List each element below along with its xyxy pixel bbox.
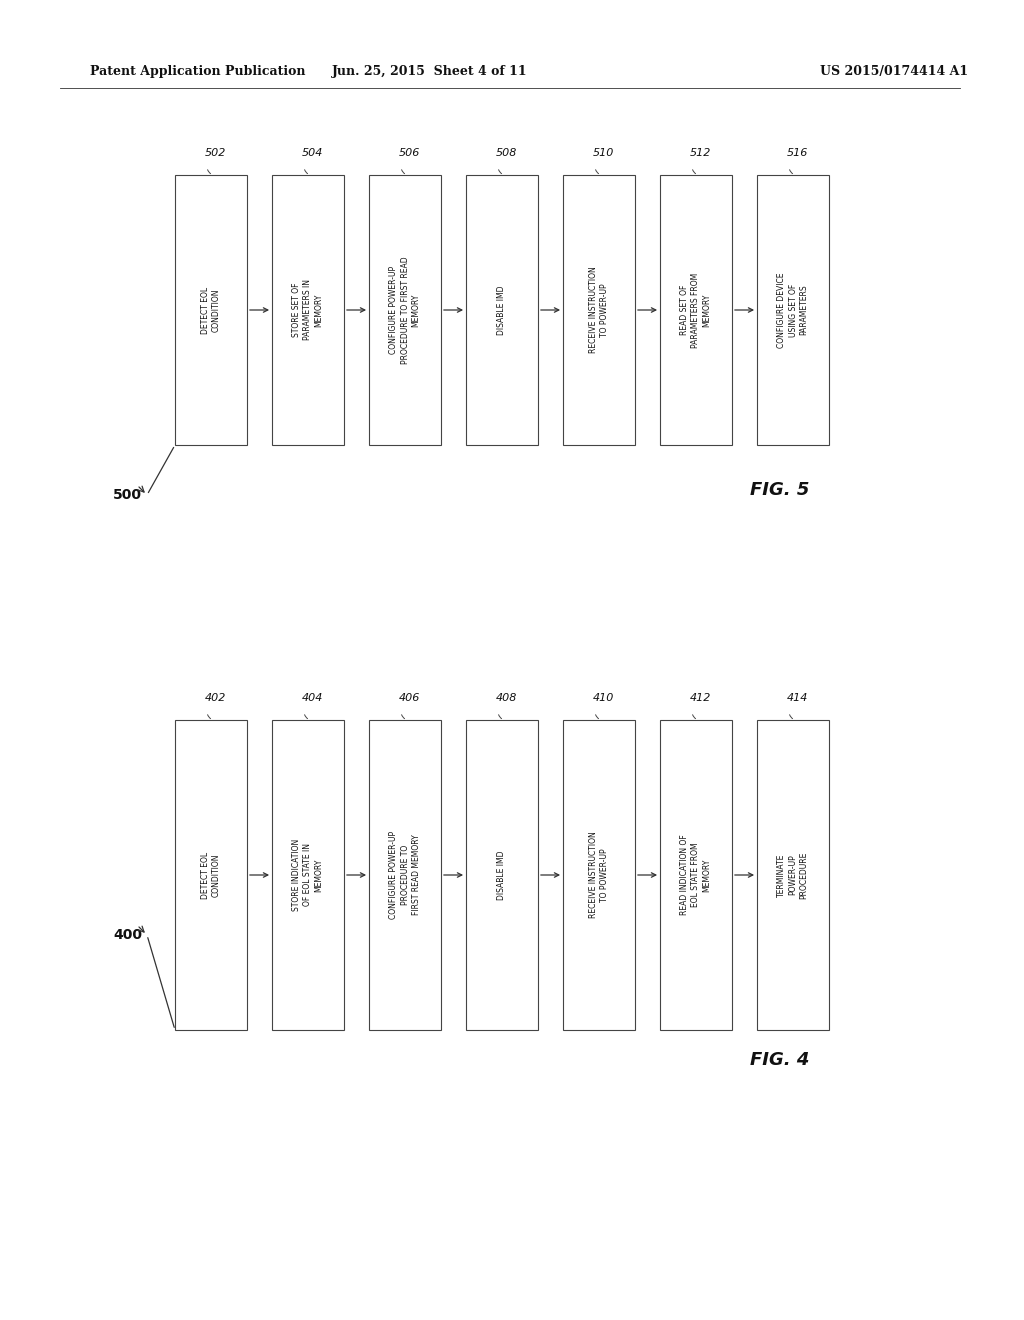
Text: 414: 414 [786, 693, 808, 704]
Text: CONFIGURE DEVICE
USING SET OF
PARAMETERS: CONFIGURE DEVICE USING SET OF PARAMETERS [777, 272, 809, 347]
Text: 516: 516 [786, 148, 808, 158]
Text: 502: 502 [205, 148, 225, 158]
Text: FIG. 5: FIG. 5 [751, 480, 810, 499]
Text: CONFIGURE POWER-UP
PROCEDURE TO FIRST READ
MEMORY: CONFIGURE POWER-UP PROCEDURE TO FIRST RE… [389, 256, 421, 364]
Text: 512: 512 [689, 148, 711, 158]
Bar [660, 176, 732, 445]
Text: 506: 506 [398, 148, 420, 158]
Bar [466, 719, 538, 1030]
Text: 406: 406 [398, 693, 420, 704]
Text: 410: 410 [592, 693, 613, 704]
Text: 402: 402 [205, 693, 225, 704]
Text: 504: 504 [301, 148, 323, 158]
Text: Patent Application Publication: Patent Application Publication [90, 66, 305, 78]
Bar [757, 176, 829, 445]
Text: 404: 404 [301, 693, 323, 704]
Text: Jun. 25, 2015  Sheet 4 of 11: Jun. 25, 2015 Sheet 4 of 11 [332, 66, 527, 78]
Text: STORE SET OF
PARAMETERS IN
MEMORY: STORE SET OF PARAMETERS IN MEMORY [293, 280, 324, 341]
Text: 408: 408 [496, 693, 517, 704]
Bar [369, 176, 441, 445]
Text: 500: 500 [113, 488, 142, 502]
Text: READ SET OF
PARAMETERS FROM
MEMORY: READ SET OF PARAMETERS FROM MEMORY [680, 272, 712, 347]
Text: RECEIVE INSTRUCTION
TO POWER-UP: RECEIVE INSTRUCTION TO POWER-UP [589, 267, 609, 354]
Text: 400: 400 [113, 928, 142, 942]
Text: DETECT EOL
CONDITION: DETECT EOL CONDITION [201, 851, 221, 899]
Text: DISABLE IMD: DISABLE IMD [498, 285, 507, 335]
Text: READ INDICATION OF
EOL STATE FROM
MEMORY: READ INDICATION OF EOL STATE FROM MEMORY [680, 834, 712, 915]
Bar [660, 719, 732, 1030]
Bar [175, 719, 247, 1030]
Text: US 2015/0174414 A1: US 2015/0174414 A1 [820, 66, 968, 78]
Text: 508: 508 [496, 148, 517, 158]
Text: TERMINATE
POWER-UP
PROCEDURE: TERMINATE POWER-UP PROCEDURE [777, 851, 809, 899]
Text: RECEIVE INSTRUCTION
TO POWER-UP: RECEIVE INSTRUCTION TO POWER-UP [589, 832, 609, 919]
Bar [563, 176, 635, 445]
Text: 510: 510 [592, 148, 613, 158]
Bar [175, 176, 247, 445]
Text: DISABLE IMD: DISABLE IMD [498, 850, 507, 900]
Bar [272, 176, 344, 445]
Text: CONFIGURE POWER-UP
PROCEDURE TO
FIRST READ MEMORY: CONFIGURE POWER-UP PROCEDURE TO FIRST RE… [389, 830, 421, 919]
Bar [466, 176, 538, 445]
Text: DETECT EOL
CONDITION: DETECT EOL CONDITION [201, 286, 221, 334]
Bar [369, 719, 441, 1030]
Bar [757, 719, 829, 1030]
Bar [272, 719, 344, 1030]
Text: FIG. 4: FIG. 4 [751, 1051, 810, 1069]
Bar [563, 719, 635, 1030]
Text: 412: 412 [689, 693, 711, 704]
Text: STORE INDICATION
OF EOL STATE IN
MEMORY: STORE INDICATION OF EOL STATE IN MEMORY [293, 840, 324, 911]
